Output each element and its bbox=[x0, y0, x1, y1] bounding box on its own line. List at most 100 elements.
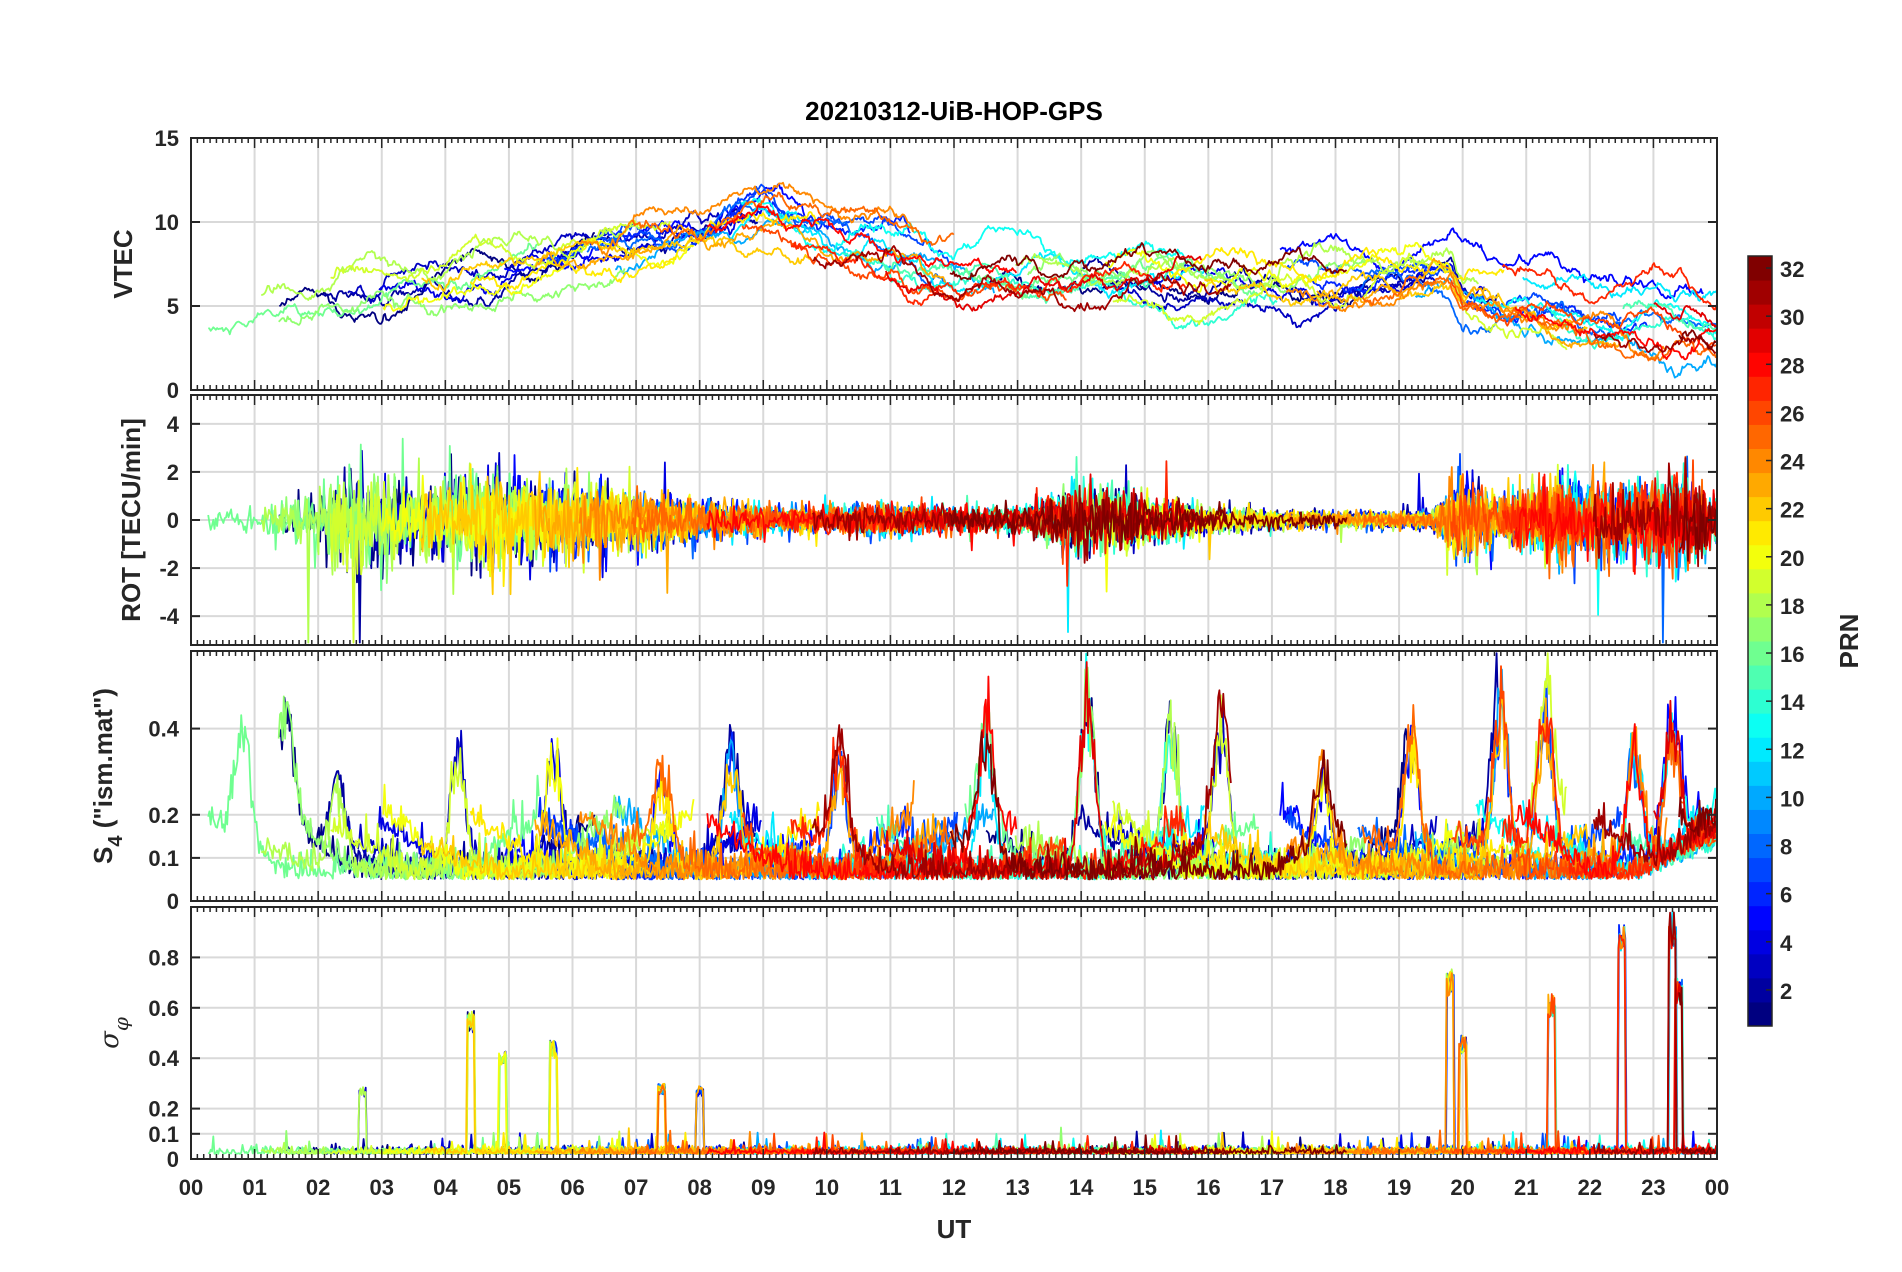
colorbar-frame bbox=[1747, 255, 1773, 1027]
rot-line-prn-24 bbox=[1285, 463, 1668, 574]
x-tick-label: 20 bbox=[1450, 1175, 1474, 1200]
colorbar-swatches bbox=[1748, 256, 1772, 1027]
colorbar-tick-label: 32 bbox=[1780, 257, 1804, 282]
vtec-line-prn-5 bbox=[1279, 227, 1704, 300]
colorbar-swatch-prn-19 bbox=[1748, 568, 1772, 594]
x-tick-label: 17 bbox=[1260, 1175, 1284, 1200]
vtec-line-prn-20 bbox=[1105, 241, 1465, 300]
colorbar-tick-label: 6 bbox=[1780, 883, 1792, 908]
colorbar-swatch-prn-23 bbox=[1748, 472, 1772, 498]
vtec-line-prn-31 bbox=[812, 245, 1232, 313]
vtec-line-prn-6 bbox=[538, 190, 911, 265]
s4-line-prn-32 bbox=[949, 731, 1348, 881]
colorbar-swatch-prn-17 bbox=[1748, 616, 1772, 642]
s4-y-ticks: 0 0.1 0.2 0.4 bbox=[148, 651, 1718, 914]
s4-series-group bbox=[207, 652, 1717, 881]
y-tick-label: 15 bbox=[155, 126, 179, 151]
x-tick-label: 03 bbox=[370, 1175, 394, 1200]
colorbar-tick-label: 30 bbox=[1780, 305, 1804, 330]
sigma-phi-grid bbox=[190, 907, 1718, 1160]
x-tick-label: 21 bbox=[1514, 1175, 1538, 1200]
s4-panel: 0 0.1 0.2 0.4 S4 ("ism.mat") bbox=[88, 650, 1718, 914]
sigma-phi-line-prn-32 bbox=[1678, 986, 1717, 1155]
colorbar-tick-label: 28 bbox=[1780, 353, 1804, 378]
colorbar-swatch-prn-29 bbox=[1748, 328, 1772, 353]
y-tick-label: 0.2 bbox=[148, 803, 179, 828]
vtec-line-prn-15 bbox=[1622, 299, 1717, 332]
y-tick-label: 0 bbox=[167, 1147, 179, 1172]
colorbar-swatch-prn-9 bbox=[1748, 809, 1772, 834]
vtec-line-prn-23 bbox=[1316, 257, 1622, 349]
y-tick-label: 0.6 bbox=[148, 996, 179, 1021]
vtec-line-prn-32 bbox=[949, 242, 1348, 281]
colorbar-swatch-prn-3 bbox=[1748, 953, 1772, 979]
y-tick-label: 2 bbox=[167, 460, 179, 485]
rot-line-prn-31 bbox=[1592, 457, 1717, 568]
colorbar-swatch-prn-7 bbox=[1748, 857, 1772, 883]
colorbar-tick-label: 20 bbox=[1780, 546, 1804, 571]
vtec-line-prn-16 bbox=[208, 242, 540, 336]
rot-y-axis-label: ROT [TECU/min] bbox=[116, 418, 146, 622]
colorbar-swatch-prn-15 bbox=[1748, 665, 1772, 690]
y-tick-label: 0.1 bbox=[148, 846, 179, 871]
vtec-line-prn-18 bbox=[1015, 241, 1480, 290]
vtec-line-prn-32 bbox=[1678, 329, 1717, 351]
x-tick-label: 22 bbox=[1578, 1175, 1602, 1200]
colorbar-swatch-prn-13 bbox=[1748, 713, 1772, 738]
colorbar-swatch-prn-11 bbox=[1748, 761, 1772, 786]
x-tick-labels: 00 01 02 03 04 05 06 07 08 09 10 11 12 13 14 15 16 17 18 19… bbox=[179, 1175, 1729, 1200]
chart-title: 20210312-UiB-HOP-GPS bbox=[805, 96, 1103, 126]
vtec-panel: 0 5 10 15 VTEC bbox=[108, 126, 1718, 403]
x-tick-label: 14 bbox=[1069, 1175, 1094, 1200]
colorbar-tick-label: 4 bbox=[1780, 931, 1793, 956]
sigma-phi-line-prn-32 bbox=[949, 1134, 1347, 1155]
vtec-line-prn-22 bbox=[421, 234, 815, 292]
y-tick-label: 10 bbox=[155, 210, 179, 235]
x-tick-label: 16 bbox=[1196, 1175, 1220, 1200]
vtec-line-prn-20 bbox=[382, 237, 695, 312]
x-tick-label: 23 bbox=[1641, 1175, 1665, 1200]
x-tick-label: 10 bbox=[815, 1175, 839, 1200]
colorbar-tick-label: 18 bbox=[1780, 594, 1804, 619]
vtec-line-prn-28 bbox=[1514, 306, 1717, 361]
colorbar-tick-label: 12 bbox=[1780, 738, 1804, 763]
colorbar-tick-label: 26 bbox=[1780, 401, 1804, 426]
rot-y-ticks: -4 -2 0 2 4 bbox=[159, 395, 1718, 645]
y-tick-label: 0.4 bbox=[148, 1046, 179, 1071]
vtec-line-prn-28 bbox=[707, 204, 1018, 274]
vtec-line-prn-3 bbox=[347, 210, 748, 305]
vtec-line-prn-17 bbox=[278, 268, 626, 326]
colorbar-tick-label: 16 bbox=[1780, 642, 1804, 667]
rot-series-group bbox=[207, 437, 1717, 644]
x-tick-label: 00 bbox=[1705, 1175, 1729, 1200]
x-tick-label: 08 bbox=[687, 1175, 711, 1200]
s4-line-prn-32 bbox=[1678, 796, 1717, 837]
colorbar-swatch-prn-1 bbox=[1748, 1001, 1772, 1027]
vtec-line-prn-25 bbox=[1361, 275, 1717, 362]
colorbar-swatch-prn-21 bbox=[1748, 520, 1772, 546]
y-tick-label: 0 bbox=[167, 508, 179, 533]
vtec-line-prn-1 bbox=[278, 232, 595, 325]
vtec-line-prn-26 bbox=[1450, 280, 1717, 352]
x-tick-label: 05 bbox=[497, 1175, 521, 1200]
x-axis-label: UT bbox=[937, 1214, 972, 1244]
vtec-line-prn-27 bbox=[1501, 262, 1717, 311]
s4-y-axis-label: S4 ("ism.mat") bbox=[88, 688, 127, 864]
colorbar-tick-label: 10 bbox=[1780, 786, 1804, 811]
vtec-line-prn-23 bbox=[534, 219, 947, 283]
vtec-series-group bbox=[208, 181, 1717, 379]
s4-line-prn-28 bbox=[1514, 723, 1717, 880]
colorbar-tick-label: 22 bbox=[1780, 498, 1804, 523]
y-tick-label: 5 bbox=[167, 294, 179, 319]
colorbar-tick-label: 2 bbox=[1780, 979, 1792, 1004]
vtec-line-prn-13 bbox=[740, 197, 1188, 268]
vtec-line-prn-10 bbox=[1414, 277, 1717, 379]
vtec-y-ticks: 0 5 10 15 bbox=[155, 126, 1718, 403]
vtec-line-prn-25 bbox=[631, 191, 955, 246]
colorbar-tick-label: 8 bbox=[1780, 835, 1792, 860]
vtec-line-prn-21 bbox=[469, 210, 820, 291]
vtec-y-axis-label: VTEC bbox=[108, 229, 138, 299]
